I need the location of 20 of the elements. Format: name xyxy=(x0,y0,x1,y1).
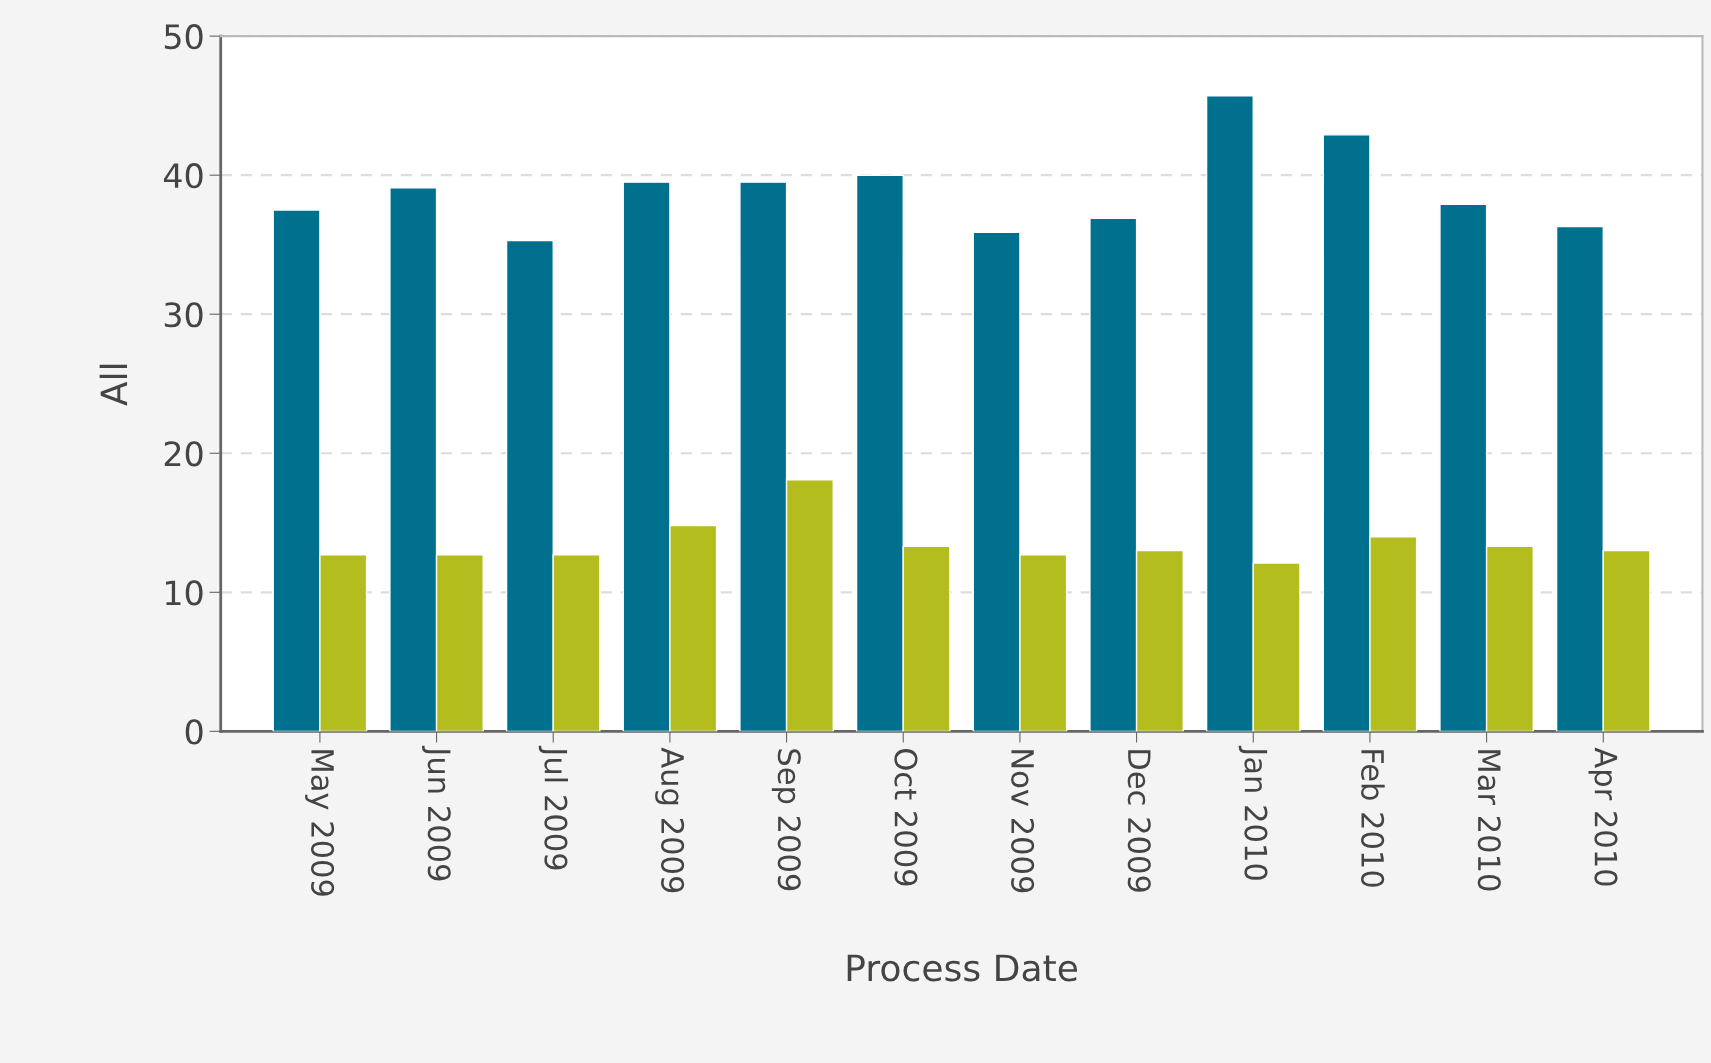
x-tick-label: Sep 2009 xyxy=(771,749,801,891)
y-tick-label: 10 xyxy=(165,580,203,606)
x-tick-label: Jul 2009 xyxy=(538,745,569,870)
x-tick-label: Aug 2009 xyxy=(655,747,685,893)
y-tick-label: 20 xyxy=(164,441,203,467)
y-tick-label: 30 xyxy=(164,302,203,328)
y-axis-title: All xyxy=(99,364,128,406)
x-tick-label: Apr 2010 xyxy=(1588,747,1618,886)
x-tick-label: Mar 2010 xyxy=(1477,750,1501,891)
x-tick-label: Feb 2010 xyxy=(1361,750,1385,887)
x-tick-label: Nov 2009 xyxy=(1011,750,1035,893)
x-axis-title: Process Date xyxy=(847,954,1078,982)
y-tick-label: 0 xyxy=(185,719,203,745)
y-tick-label: 40 xyxy=(163,163,203,189)
x-tick-label: Jan 2010 xyxy=(1238,745,1268,880)
x-tick-label: May 2009 xyxy=(305,750,335,896)
x-tick-label: Oct 2009 xyxy=(894,749,918,886)
x-tick-label: Jun 2009 xyxy=(422,745,451,881)
y-tick-label: 50 xyxy=(164,24,203,50)
x-tick-label: Dec 2009 xyxy=(1127,750,1151,892)
